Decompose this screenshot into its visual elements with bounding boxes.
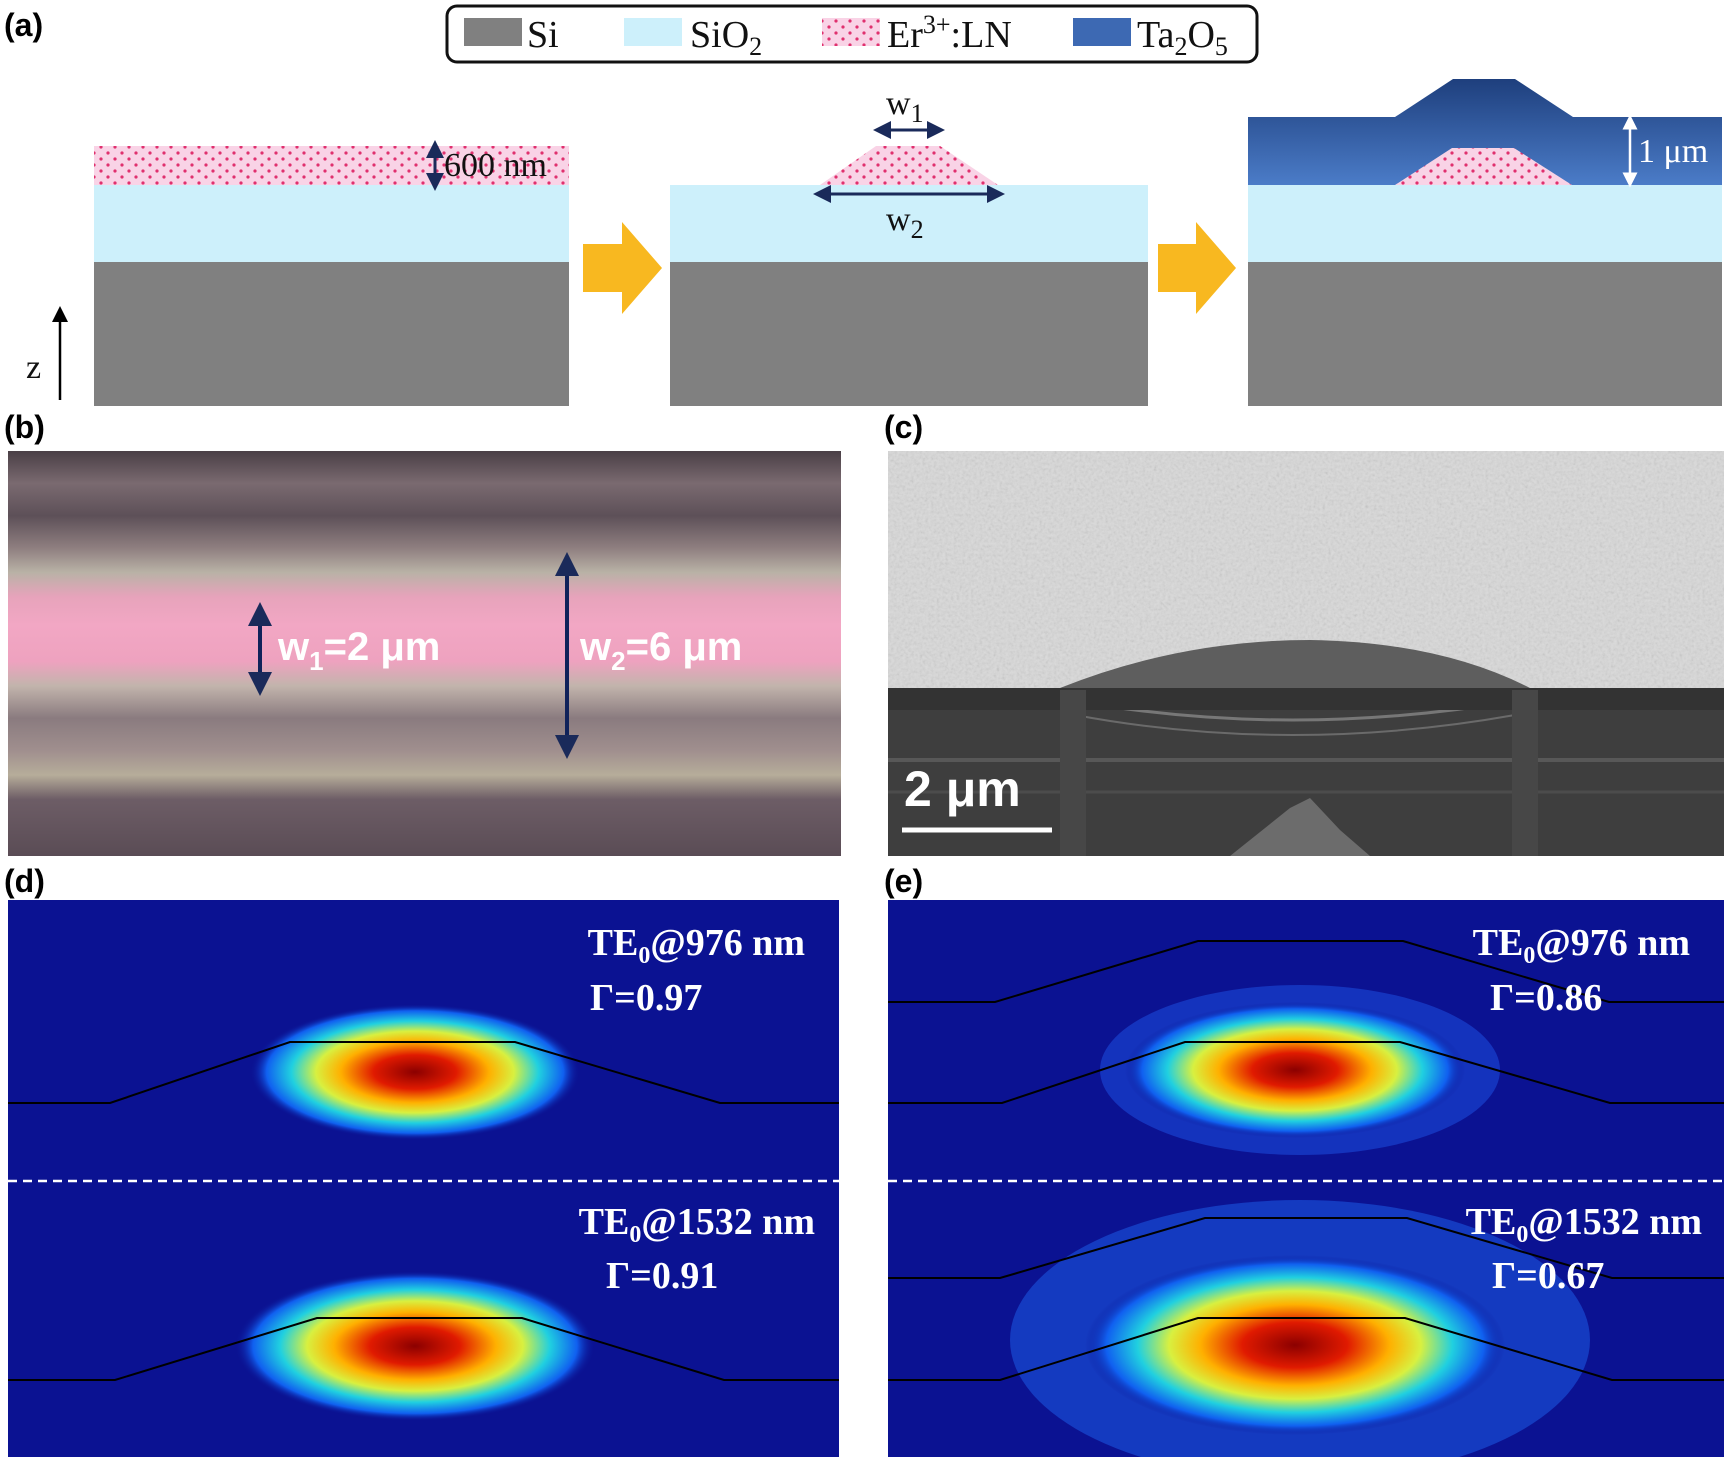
panel-a-step1: 600 nm z [26, 140, 569, 406]
gamma-976: Γ=0.86 [1490, 977, 1602, 1019]
panel-a-step3: 1 μm [1248, 79, 1722, 406]
si-substrate [670, 262, 1148, 406]
optical-micrograph [8, 451, 841, 856]
gamma-1532: Γ=0.91 [606, 1255, 718, 1297]
legend-si: Si [527, 14, 559, 56]
mode-field-1532 [1085, 1255, 1505, 1435]
si-substrate [1248, 262, 1722, 406]
w2-value-label: w2=6 μm [579, 625, 742, 676]
panel-label-c: (c) [884, 409, 923, 445]
panel-label-d: (d) [4, 863, 45, 899]
panel-label-b: (b) [4, 409, 45, 445]
legend-ln: Er3+:LN [887, 10, 1012, 56]
panel-label-e: (e) [884, 863, 923, 899]
mode-label-1532: TE0@1532 nm [579, 1201, 815, 1248]
panel-e-mode-profiles: TE0@976 nm Γ=0.86 TE0@1532 nm Γ=0.67 [888, 900, 1724, 1457]
ln-ridge [1395, 148, 1572, 185]
process-arrow-1 [583, 222, 662, 314]
w2-label: w2 [886, 201, 924, 244]
legend: Si SiO2 Er3+:LN Ta2O5 [445, 4, 1259, 64]
panel-b-micrograph: w1=2 μm w2=6 μm [8, 451, 841, 856]
sio2-layer [94, 185, 569, 262]
panel-a-step2: w1 w2 [670, 85, 1148, 406]
mode-label-976: TE0@976 nm [588, 922, 805, 969]
mode-field-1532 [235, 1271, 595, 1421]
z-axis-label: z [26, 349, 41, 386]
sio2-layer [1248, 185, 1722, 262]
cladding-thickness-label: 1 μm [1638, 133, 1708, 170]
legend-ta2o5: Ta2O5 [1137, 14, 1228, 61]
mode-field-976 [250, 1004, 580, 1140]
legend-swatch-ta2o5 [1073, 18, 1131, 46]
film-thickness-label: 600 nm [444, 147, 547, 184]
ln-ridge [820, 146, 998, 185]
mode-label-1532: TE0@1532 nm [1466, 1201, 1702, 1248]
ln-film [94, 146, 569, 185]
legend-swatch-sio2 [624, 18, 682, 46]
w1-label: w1 [886, 85, 924, 128]
legend-swatch-si [464, 18, 522, 46]
gamma-1532: Γ=0.67 [1492, 1255, 1604, 1297]
legend-sio2: SiO2 [690, 14, 762, 61]
process-arrow-2 [1158, 222, 1236, 314]
si-substrate [94, 262, 569, 406]
legend-swatch-ln [822, 18, 880, 46]
mode-field-976 [1125, 1002, 1465, 1138]
gamma-976: Γ=0.97 [590, 977, 702, 1019]
w1-value-label: w1=2 μm [277, 625, 440, 676]
panel-c-sem: 2 μm [888, 451, 1724, 856]
panel-label-a: (a) [4, 7, 43, 43]
scale-bar-label: 2 μm [904, 761, 1021, 817]
mode-label-976: TE0@976 nm [1473, 922, 1690, 969]
panel-d-mode-profiles: TE0@976 nm Γ=0.97 TE0@1532 nm Γ=0.91 [8, 900, 839, 1457]
ta2o5-cladding [1248, 79, 1722, 185]
